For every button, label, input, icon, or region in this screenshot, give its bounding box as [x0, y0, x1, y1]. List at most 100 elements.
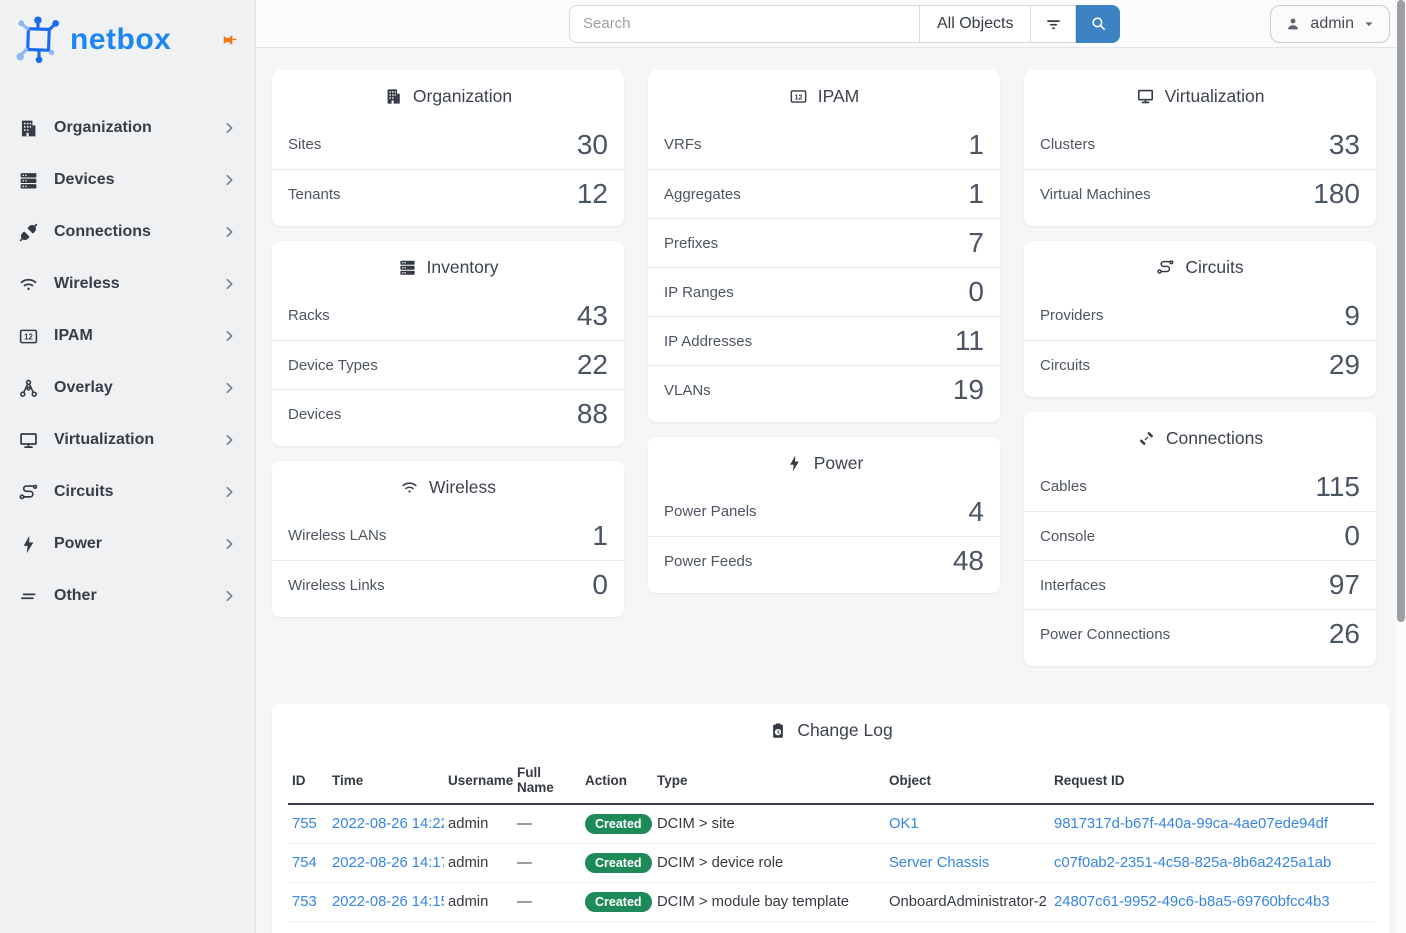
- cable-icon: [1137, 429, 1156, 448]
- ipam-card: 12 IPAM VRFs 1 Aggregates 1 Prefixes: [648, 70, 1000, 422]
- changelog-type: DCIM > site: [653, 804, 885, 844]
- chevron-right-icon: [221, 276, 237, 292]
- stat-row: Sites 30: [272, 120, 624, 169]
- sidebar-item-circuits[interactable]: Circuits: [0, 466, 255, 518]
- stat-value: 19: [952, 374, 984, 405]
- stat-label: Aggregates: [664, 185, 741, 203]
- stat-row: Interfaces 97: [1024, 560, 1376, 609]
- organization-card: Organization Sites 30 Tenants 12: [272, 70, 624, 226]
- changelog-object-link[interactable]: Server Chassis: [889, 855, 990, 871]
- sidebar-item-label: Wireless: [54, 275, 120, 292]
- stat-row: Tenants 12: [272, 169, 624, 218]
- stat-label: IP Ranges: [664, 283, 734, 301]
- changelog-id-link[interactable]: 755: [292, 816, 317, 832]
- sidebar-item-label: Overlay: [54, 379, 113, 396]
- status-badge: Created: [585, 892, 652, 912]
- status-badge: Created: [585, 814, 652, 834]
- search-group: All Objects: [569, 4, 1121, 43]
- bolt-icon: [785, 454, 804, 473]
- search-submit-button[interactable]: [1076, 4, 1121, 43]
- stat-label: Sites: [288, 136, 322, 153]
- sidebar-item-virtualization[interactable]: Virtualization: [0, 414, 255, 466]
- stat-row: Console 0: [1024, 511, 1376, 560]
- card-header: Inventory: [272, 241, 624, 291]
- search-input[interactable]: [569, 4, 919, 43]
- sidebar-item-label: Connections: [54, 223, 151, 240]
- stat-label: Power Connections: [1040, 625, 1171, 643]
- stat-value: 22: [576, 349, 608, 380]
- stat-row: Wireless Links 0: [272, 560, 624, 609]
- sidebar-item-ipam[interactable]: 12 IPAM: [0, 310, 255, 362]
- filter-button[interactable]: [1031, 4, 1077, 43]
- card-title: Connections: [1165, 428, 1264, 448]
- changelog-time-link[interactable]: 2022-08-26 14:17: [332, 855, 444, 871]
- graph-icon: [16, 376, 40, 400]
- stat-label: Interfaces: [1040, 576, 1106, 594]
- sidebar-item-overlay[interactable]: Overlay: [0, 362, 255, 414]
- user-menu-button[interactable]: admin: [1270, 4, 1390, 43]
- chevron-right-icon: [221, 328, 237, 344]
- stat-value: 48: [952, 545, 984, 576]
- table-row: 753 2022-08-26 14:15 admin — Created DCI…: [288, 882, 1374, 922]
- sidebar-item-wireless[interactable]: Wireless: [0, 258, 255, 310]
- building-icon: [16, 116, 40, 140]
- changelog-object-text: OnboardAdministrator-2: [885, 882, 1050, 922]
- stat-row: Wireless LANs 1: [272, 511, 624, 560]
- virtualization-card: Virtualization Clusters 33 Virtual Machi…: [1024, 70, 1376, 226]
- changelog-time-link[interactable]: 2022-08-26 14:15: [332, 894, 444, 910]
- changelog-requestid-link[interactable]: 9817317d-b67f-440a-99ca-4ae07ede94df: [1054, 816, 1328, 832]
- netbox-logo[interactable]: netbox: [14, 15, 171, 65]
- plug-icon: [16, 220, 40, 244]
- monitor-icon: [1136, 87, 1155, 106]
- changelog-id-link[interactable]: 754: [292, 855, 317, 871]
- changelog-fullname: —: [513, 843, 581, 883]
- pin-sidebar-button[interactable]: [221, 32, 237, 48]
- stat-row: Clusters 33: [1024, 120, 1376, 169]
- stat-label: Racks: [288, 307, 330, 324]
- stat-row: Virtual Machines 180: [1024, 169, 1376, 218]
- search-scope-dropdown[interactable]: All Objects: [919, 4, 1032, 43]
- change-log-header: Change Log: [288, 720, 1374, 745]
- stat-value: 7: [968, 227, 984, 258]
- scrollbar-thumb[interactable]: [1397, 0, 1405, 622]
- stat-row: Power Feeds 48: [648, 536, 1000, 585]
- stat-value: 4: [968, 495, 984, 527]
- changelog-requestid-link[interactable]: 24807c61-9952-49c6-b8a5-69760bfcc4b3: [1054, 894, 1330, 910]
- stat-label: IP Addresses: [664, 332, 753, 350]
- stat-value: 0: [968, 276, 984, 307]
- sidebar-item-label: Other: [54, 587, 97, 604]
- card-header: Power: [648, 437, 1000, 487]
- card-header: Connections: [1024, 412, 1376, 462]
- stat-value: 1: [968, 178, 984, 209]
- changelog-type: DCIM > device role: [653, 843, 885, 883]
- changelog-time-link[interactable]: 2022-08-26 14:22: [332, 816, 444, 832]
- sidebar-item-organization[interactable]: Organization: [0, 102, 255, 154]
- stat-label: Wireless LANs: [288, 527, 387, 544]
- sidebar-item-connections[interactable]: Connections: [0, 206, 255, 258]
- chevron-right-icon: [221, 588, 237, 604]
- change-log-table: ID Time Username Full Name Action Type O…: [288, 757, 1374, 922]
- sidebar-nav: Organization Devices Connections: [0, 102, 255, 622]
- changelog-id-link[interactable]: 753: [292, 894, 317, 910]
- stat-row: VRFs 1: [648, 120, 1000, 169]
- chevron-right-icon: [221, 536, 237, 552]
- stat-value: 43: [576, 299, 608, 331]
- sidebar-item-devices[interactable]: Devices: [0, 154, 255, 206]
- svg-text:12: 12: [24, 332, 33, 341]
- changelog-requestid-link[interactable]: c07f0ab2-2351-4c58-825a-8b6a2425a1ab: [1054, 855, 1332, 871]
- sidebar-item-label: Power: [54, 535, 103, 552]
- changelog-object-link[interactable]: OK1: [889, 816, 919, 832]
- chevron-right-icon: [221, 484, 237, 500]
- stat-label: Circuits: [1040, 356, 1091, 374]
- stat-row: IP Addresses 11: [648, 316, 1000, 365]
- wifi-icon: [400, 478, 419, 497]
- stat-label: Prefixes: [664, 234, 719, 252]
- sidebar-item-power[interactable]: Power: [0, 518, 255, 570]
- column-header-username: Username: [444, 757, 513, 805]
- wireless-card: Wireless Wireless LANs 1 Wireless Links …: [272, 461, 624, 617]
- sidebar-item-other[interactable]: Other: [0, 570, 255, 622]
- stat-value: 29: [1328, 349, 1360, 380]
- stat-label: Wireless Links: [288, 576, 385, 594]
- changelog-type: DCIM > module bay template: [653, 882, 885, 922]
- inventory-card: Inventory Racks 43 Device Types 22 Devic…: [272, 241, 624, 446]
